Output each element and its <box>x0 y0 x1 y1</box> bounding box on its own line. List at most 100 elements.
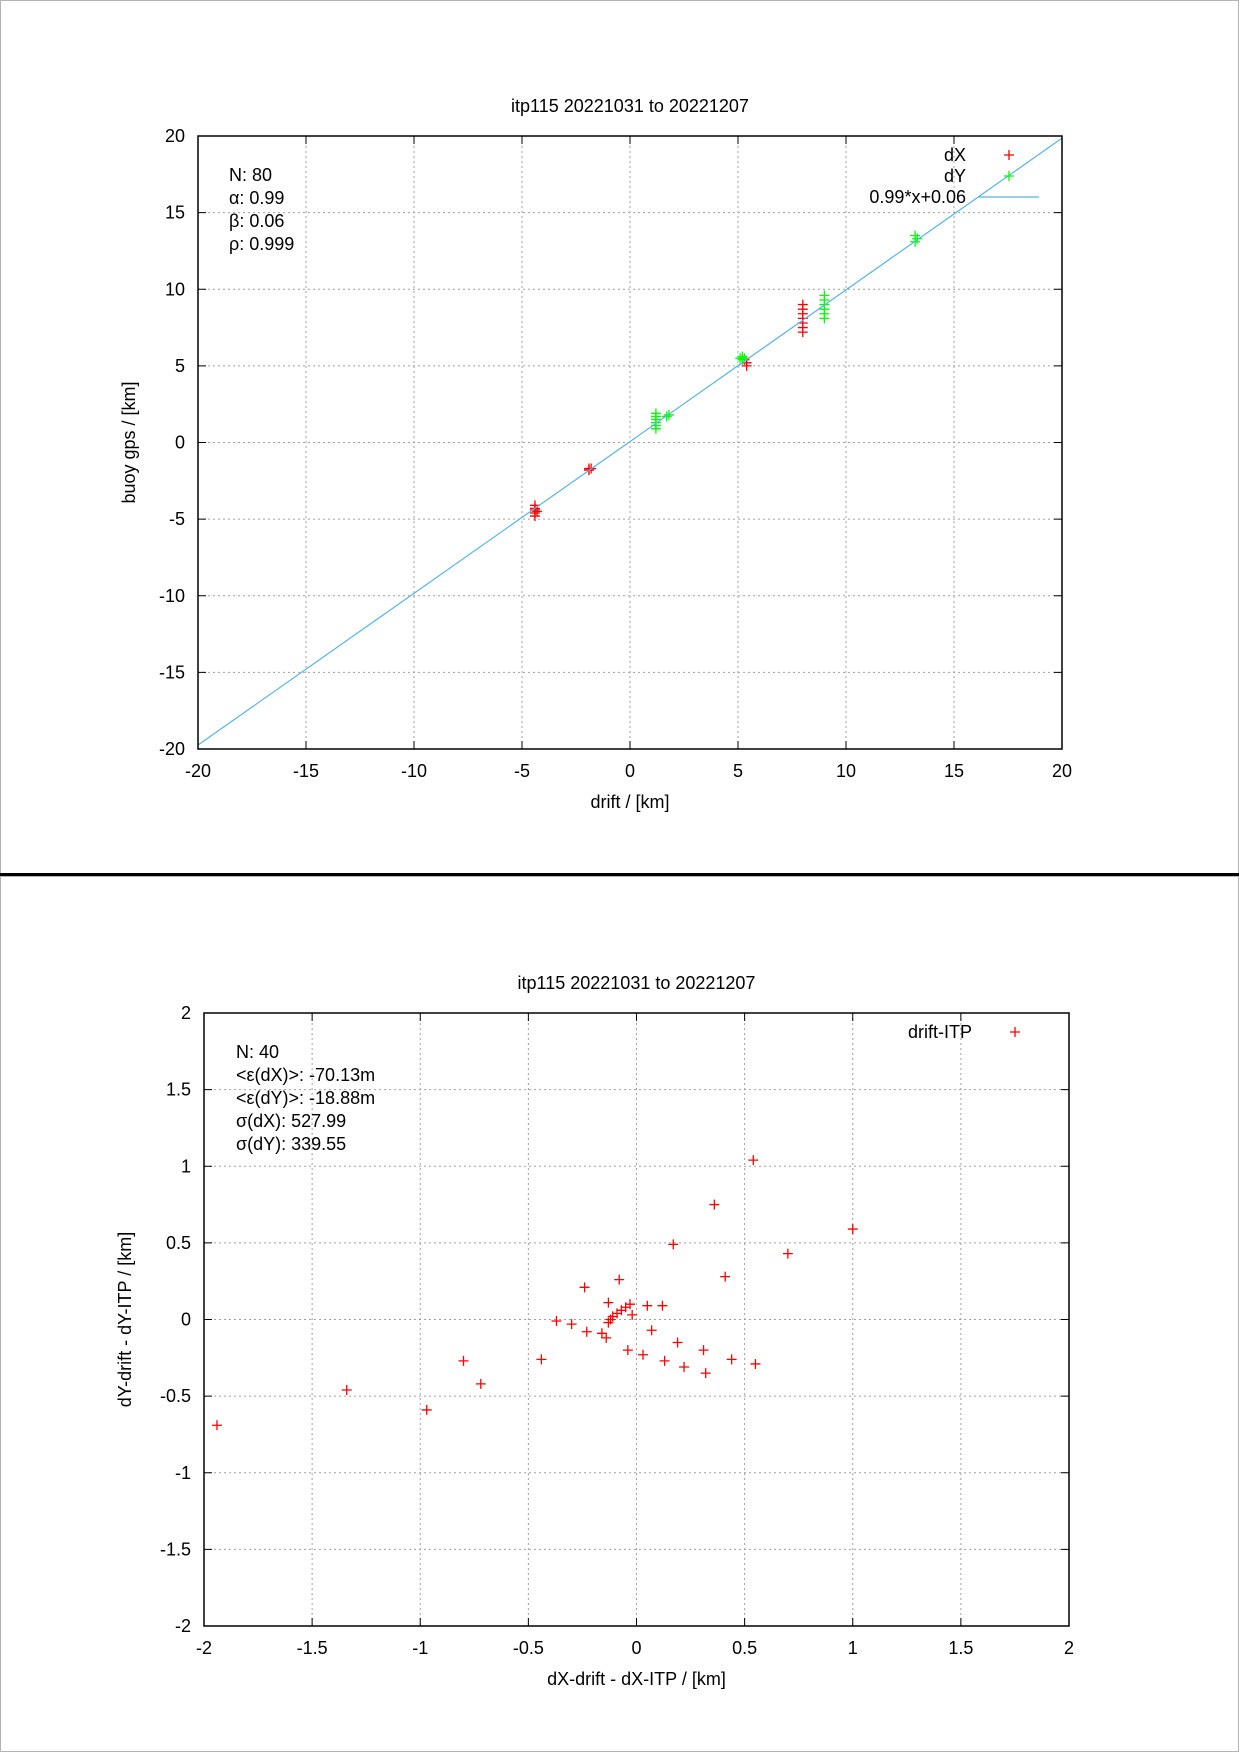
data-point-dy <box>735 353 746 364</box>
x-tick-label: -1.5 <box>297 1638 328 1658</box>
data-point-dx <box>532 506 543 517</box>
data-point-dx <box>797 327 808 338</box>
data-point-drift-itp <box>603 1297 614 1308</box>
x-tick-label: -5 <box>514 761 530 781</box>
scatter-plot-top: -20 -15 -10 -5 0 5 10 15 20 -20 -15 -10 -5 0 5 10 15 20 it… <box>119 96 1072 812</box>
stats-line: ρ: 0.999 <box>229 234 294 254</box>
legend-label: drift-ITP <box>908 1022 972 1042</box>
stats-line: N: 80 <box>229 165 272 185</box>
legend-marker-swatch <box>1004 150 1014 160</box>
y-tick-label: 15 <box>165 203 185 223</box>
data-point-dx <box>529 511 540 522</box>
x-tick-label: 1.5 <box>948 1638 973 1658</box>
chart-title: itp115 20221031 to 20221207 <box>511 96 749 116</box>
y-tick-label: 0 <box>181 1310 191 1330</box>
data-point-dy <box>650 423 661 434</box>
stats-line: α: 0.99 <box>229 188 284 208</box>
x-tick-label: 15 <box>944 761 964 781</box>
data-point-drift-itp <box>601 1332 612 1343</box>
y-tick-label: 10 <box>165 279 185 299</box>
plot-panel-bottom: -2 -1.5 -1 -0.5 0 0.5 1 1.5 2 -2 -1.5 -1 -0.5 0 0.5 1 1.… <box>0 876 1239 1752</box>
x-tick-label: -1 <box>412 1638 428 1658</box>
x-tick-label: 20 <box>1052 761 1072 781</box>
data-point-drift-itp <box>748 1155 759 1166</box>
data-point-drift-itp <box>458 1355 469 1366</box>
stats-line: <ε(dX)>: -70.13m <box>236 1065 375 1085</box>
x-tick-label: -0.5 <box>513 1638 544 1658</box>
y-tick-label: -2 <box>175 1616 191 1636</box>
stats-line: σ(dX): 527.99 <box>236 1111 346 1131</box>
data-point-drift-itp <box>475 1378 486 1389</box>
y-tick-label: -20 <box>159 739 185 759</box>
plot-frame <box>197 135 1063 750</box>
data-point-drift-itp <box>720 1271 731 1282</box>
stats-line: σ(dY): 339.55 <box>236 1134 346 1154</box>
y-axis-label: dY-drift - dY-ITP / [km] <box>115 1232 135 1407</box>
y-tick-label: 1 <box>181 1156 191 1176</box>
y-tick-label: 0 <box>175 433 185 453</box>
y-tick-label: 0.5 <box>166 1233 191 1253</box>
y-axis-label: buoy gps / [km] <box>119 381 139 503</box>
stats-line: β: 0.06 <box>229 211 284 231</box>
data-point-drift-itp <box>672 1337 683 1348</box>
x-tick-label: 0.5 <box>732 1638 757 1658</box>
data-point-drift-itp <box>709 1199 720 1210</box>
data-point-drift-itp <box>622 1345 633 1356</box>
data-point-drift-itp <box>551 1316 562 1327</box>
data-point-drift-itp <box>579 1282 590 1293</box>
data-point-drift-itp <box>614 1274 625 1285</box>
stats-line: <ε(dY)>: -18.88m <box>236 1088 375 1108</box>
data-point-drift-itp <box>536 1354 547 1365</box>
x-tick-label: -10 <box>401 761 427 781</box>
data-point-drift-itp <box>642 1300 653 1311</box>
data-point-drift-itp <box>726 1354 737 1365</box>
chart-title: itp115 20221031 to 20221207 <box>518 973 756 993</box>
y-tick-label: -1 <box>175 1463 191 1483</box>
x-axis-label: drift / [km] <box>590 792 669 812</box>
data-point-drift-itp <box>657 1300 668 1311</box>
scatter-plot-bottom: -2 -1.5 -1 -0.5 0 0.5 1 1.5 2 -2 -1.5 -1 -0.5 0 0.5 1 1.… <box>115 973 1074 1689</box>
y-tick-label: 2 <box>181 1003 191 1023</box>
data-point-drift-itp <box>211 1420 222 1431</box>
data-point-drift-itp <box>581 1326 592 1337</box>
data-point-drift-itp <box>421 1404 432 1415</box>
x-tick-label: 1 <box>848 1638 858 1658</box>
fit-line <box>197 137 1063 746</box>
x-tick-label: -15 <box>293 761 319 781</box>
data-point-drift-itp <box>341 1384 352 1395</box>
y-tick-label: -10 <box>159 586 185 606</box>
x-axis-label: dX-drift - dX-ITP / [km] <box>547 1669 726 1689</box>
x-tick-label: 0 <box>631 1638 641 1658</box>
legend-marker-swatch <box>1010 1027 1020 1037</box>
data-point-drift-itp <box>698 1345 709 1356</box>
data-point-drift-itp <box>627 1309 638 1320</box>
data-point-drift-itp <box>700 1368 711 1379</box>
data-point-drift-itp <box>625 1299 636 1310</box>
y-tick-label: -15 <box>159 662 185 682</box>
data-point-drift-itp <box>596 1328 607 1339</box>
legend-label: dY <box>944 166 966 186</box>
stats-line: N: 40 <box>236 1042 279 1062</box>
data-point-dx <box>741 360 752 371</box>
data-point-drift-itp <box>847 1224 858 1235</box>
y-tick-label: -1.5 <box>160 1539 191 1559</box>
x-tick-label: -2 <box>196 1638 212 1658</box>
x-tick-label: 2 <box>1064 1638 1074 1658</box>
plot-panel-top: -20 -15 -10 -5 0 5 10 15 20 -20 -15 -10 -5 0 5 10 15 20 it… <box>0 0 1239 876</box>
data-point-drift-itp <box>637 1349 648 1360</box>
data-point-drift-itp <box>782 1248 793 1259</box>
panel-divider <box>0 873 1239 876</box>
x-tick-label: -20 <box>185 761 211 781</box>
y-tick-label: 5 <box>175 356 185 376</box>
data-point-drift-itp <box>679 1362 690 1373</box>
y-tick-label: -5 <box>169 509 185 529</box>
data-point-drift-itp <box>659 1355 670 1366</box>
y-tick-label: 1.5 <box>166 1080 191 1100</box>
data-point-dy <box>819 313 830 324</box>
data-point-drift-itp <box>668 1239 679 1250</box>
data-point-drift-itp <box>750 1358 761 1369</box>
x-tick-label: 10 <box>836 761 856 781</box>
data-point-drift-itp <box>566 1319 577 1330</box>
x-tick-label: 5 <box>733 761 743 781</box>
legend-marker-swatch <box>1004 171 1014 181</box>
